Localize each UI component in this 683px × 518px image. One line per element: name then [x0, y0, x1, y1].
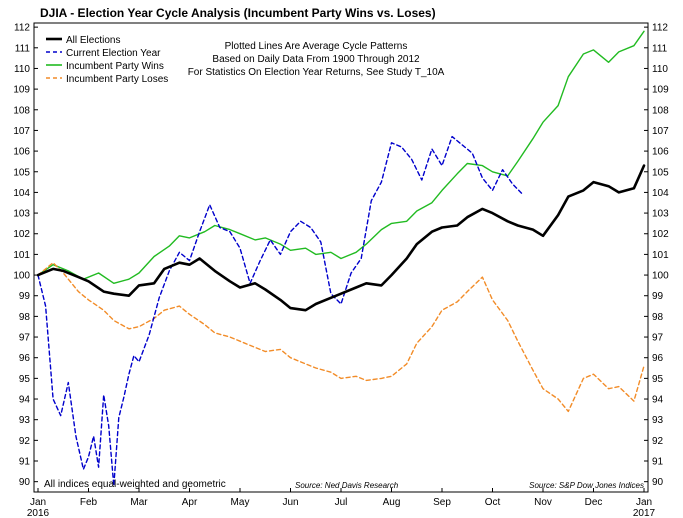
y-tick-label-left: 104 [13, 188, 30, 199]
y-tick-label-left: 101 [13, 250, 30, 261]
x-year-label-start: 2016 [27, 508, 50, 518]
legend-label: Incumbent Party Loses [66, 74, 168, 85]
x-tick-label: Sep [433, 497, 451, 508]
y-tick-label-left: 97 [19, 333, 31, 344]
x-tick-label: Apr [182, 497, 198, 508]
y-tick-label-left: 110 [14, 64, 30, 75]
y-tick-label-right: 95 [652, 374, 664, 385]
y-tick-label-right: 112 [652, 23, 668, 34]
x-tick-label: Oct [485, 497, 501, 508]
y-tick-label-right: 105 [652, 167, 669, 178]
annotation-line-2: Based on Daily Data From 1900 Through 20… [212, 54, 420, 65]
y-tick-label-left: 102 [13, 229, 30, 240]
y-tick-label-right: 109 [652, 85, 669, 96]
y-tick-label-right: 106 [652, 147, 669, 158]
y-tick-label-left: 94 [19, 395, 31, 406]
y-tick-label-left: 96 [19, 353, 31, 364]
x-year-label-end: 2017 [633, 508, 656, 518]
y-tick-label-right: 99 [652, 291, 664, 302]
x-tick-label: Jun [282, 497, 298, 508]
x-tick-label: Jan [30, 497, 46, 508]
y-tick-label-right: 90 [652, 477, 664, 488]
x-tick-label: Nov [534, 497, 552, 508]
x-tick-label: Mar [130, 497, 148, 508]
source-left: Source: Ned Davis Research [295, 481, 399, 490]
y-tick-label-left: 99 [19, 291, 31, 302]
y-tick-label-left: 95 [19, 374, 31, 385]
y-tick-label-left: 98 [19, 312, 31, 323]
x-tick-label: May [231, 497, 250, 508]
annotation-line-1: Plotted Lines Are Average Cycle Patterns [225, 41, 408, 52]
y-tick-label-right: 111 [652, 43, 668, 54]
y-tick-label-right: 110 [652, 64, 668, 75]
y-tick-label-left: 93 [19, 415, 31, 426]
footnote: All indices equal-weighted and geometric [44, 479, 226, 490]
y-tick-label-right: 101 [652, 250, 669, 261]
y-tick-label-right: 91 [652, 457, 664, 468]
y-tick-label-right: 104 [652, 188, 669, 199]
x-tick-label: Jan [636, 497, 652, 508]
y-tick-label-left: 103 [13, 209, 30, 220]
y-tick-label-left: 100 [13, 271, 30, 282]
y-tick-label-right: 102 [652, 229, 669, 240]
y-tick-label-left: 112 [14, 23, 30, 34]
y-tick-label-left: 107 [13, 126, 30, 137]
legend-label: Current Election Year [66, 48, 161, 59]
y-tick-label-right: 92 [652, 436, 664, 447]
y-tick-label-left: 108 [13, 105, 30, 116]
y-tick-label-left: 105 [13, 167, 30, 178]
y-tick-label-right: 93 [652, 415, 664, 426]
x-tick-label: Feb [80, 497, 98, 508]
source-right: Source: S&P Dow Jones Indices [529, 481, 644, 490]
legend-label: All Elections [66, 35, 120, 46]
y-tick-label-right: 98 [652, 312, 664, 323]
x-tick-label: Jul [335, 497, 348, 508]
x-tick-label: Dec [585, 497, 603, 508]
y-tick-label-left: 106 [13, 147, 30, 158]
y-tick-label-right: 103 [652, 209, 669, 220]
annotation-line-3: For Statistics On Election Year Returns,… [188, 67, 445, 78]
y-tick-label-left: 109 [13, 85, 30, 96]
y-tick-label-right: 96 [652, 353, 664, 364]
y-tick-label-right: 107 [652, 126, 669, 137]
y-tick-label-right: 94 [652, 395, 664, 406]
y-tick-label-left: 92 [19, 436, 31, 447]
y-tick-label-right: 97 [652, 333, 664, 344]
x-tick-label: Aug [383, 497, 401, 508]
y-tick-label-left: 90 [19, 477, 31, 488]
y-tick-label-left: 111 [15, 43, 31, 54]
y-tick-label-right: 100 [652, 271, 669, 282]
legend-label: Incumbent Party Wins [66, 61, 164, 72]
y-tick-label-left: 91 [19, 457, 31, 468]
chart-title: DJIA - Election Year Cycle Analysis (Inc… [40, 6, 436, 20]
y-tick-label-right: 108 [652, 105, 669, 116]
